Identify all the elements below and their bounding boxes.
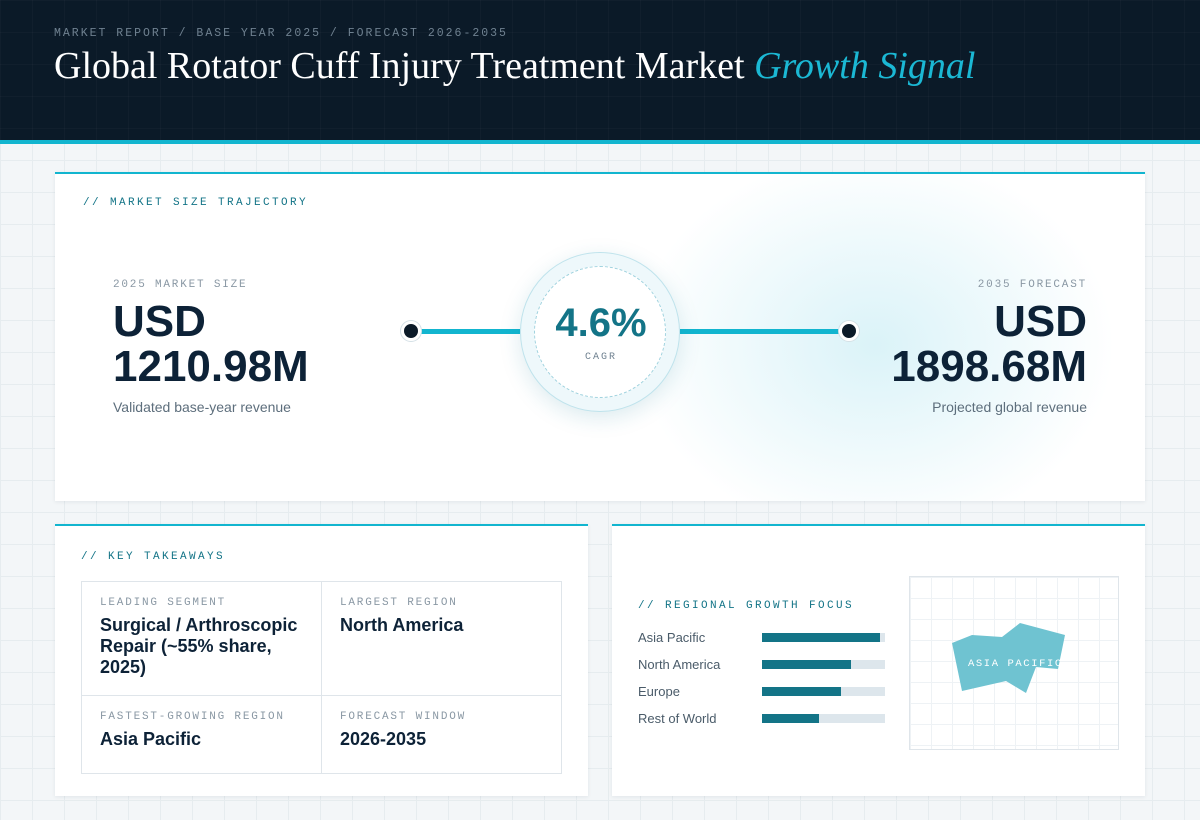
region-map: ASIA PACIFIC <box>909 576 1119 750</box>
takeaway-fastest-region: FASTEST-GROWING REGION Asia Pacific <box>100 711 310 750</box>
region-bar-track <box>762 660 885 669</box>
takeaway-value: North America <box>340 615 464 635</box>
region-bar-track <box>762 633 885 642</box>
end-metric-description: Projected global revenue <box>932 399 1087 415</box>
region-bar-name: Asia Pacific <box>638 630 706 645</box>
grid-divider-vertical <box>321 582 322 773</box>
trajectory-line-right <box>680 329 840 334</box>
asia-pacific-map-shape <box>952 623 1065 693</box>
takeaway-label: FORECAST WINDOW <box>340 711 467 723</box>
takeaway-label: LEADING SEGMENT <box>100 597 227 609</box>
start-metric-value: USD 1210.98M <box>113 299 309 389</box>
region-bar-row: Europe <box>638 683 888 699</box>
region-bar-name: Rest of World <box>638 711 717 726</box>
grid-divider-horizontal <box>82 695 561 696</box>
regional-growth-card: // REGIONAL GROWTH FOCUS Asia Pacific No… <box>612 524 1145 796</box>
takeaway-label: FASTEST-GROWING REGION <box>100 711 285 723</box>
takeaway-value: 2026-2035 <box>340 729 427 749</box>
end-point-marker <box>839 321 859 341</box>
start-metric-description: Validated base-year revenue <box>113 399 291 415</box>
page-title: Global Rotator Cuff Injury Treatment Mar… <box>54 44 975 88</box>
region-bar-fill <box>762 633 881 642</box>
end-metric-label: 2035 FORECAST <box>977 279 1087 291</box>
region-bar-row: Asia Pacific <box>638 629 888 645</box>
takeaway-leading-segment: LEADING SEGMENT Surgical / Arthroscopic … <box>100 597 310 678</box>
cagr-badge-inner: 4.6% CAGR <box>534 266 666 398</box>
takeaways-grid: LEADING SEGMENT Surgical / Arthroscopic … <box>81 581 562 774</box>
map-region-label: ASIA PACIFIC <box>968 658 1063 670</box>
asia-pacific-region-shape <box>952 623 1065 693</box>
page-title-accent: Growth Signal <box>754 45 976 87</box>
key-takeaways-card: // KEY TAKEAWAYS LEADING SEGMENT Surgica… <box>55 524 588 796</box>
takeaway-forecast-window: FORECAST WINDOW 2026-2035 <box>340 711 550 750</box>
region-bar-row: Rest of World <box>638 710 888 726</box>
start-metric-amount: 1210.98M <box>113 342 309 391</box>
takeaway-largest-region: LARGEST REGION North America <box>340 597 550 636</box>
breadcrumb: MARKET REPORT / BASE YEAR 2025 / FORECAS… <box>54 27 508 40</box>
page-title-main: Global Rotator Cuff Injury Treatment Mar… <box>54 45 745 87</box>
cagr-badge: 4.6% CAGR <box>520 252 680 412</box>
cagr-label: CAGR <box>584 352 617 363</box>
page-header: MARKET REPORT / BASE YEAR 2025 / FORECAS… <box>0 0 1200 144</box>
cagr-value: 4.6% <box>555 301 647 345</box>
region-bar-name: Europe <box>638 684 680 699</box>
end-metric-value: USD 1898.68M <box>891 299 1087 389</box>
takeaway-value: Surgical / Arthroscopic Repair (~55% sha… <box>100 615 298 677</box>
region-bar-fill <box>762 660 851 669</box>
region-bar-track <box>762 714 885 723</box>
start-point-marker <box>401 321 421 341</box>
takeaway-label: LARGEST REGION <box>340 597 458 609</box>
trajectory-line-left <box>420 329 520 334</box>
region-bar-track <box>762 687 885 696</box>
background-glow <box>615 174 1135 501</box>
region-bar-row: North America <box>638 656 888 672</box>
regional-section-label: // REGIONAL GROWTH FOCUS <box>638 600 855 612</box>
takeaways-section-label: // KEY TAKEAWAYS <box>81 551 226 563</box>
takeaway-value: Asia Pacific <box>100 729 202 749</box>
start-metric-currency: USD <box>113 297 206 346</box>
region-bar-name: North America <box>638 657 721 672</box>
end-metric-currency: USD <box>994 297 1087 346</box>
end-metric-amount: 1898.68M <box>891 342 1087 391</box>
trajectory-section-label: // MARKET SIZE TRAJECTORY <box>83 197 309 209</box>
region-bar-fill <box>762 687 841 696</box>
market-size-trajectory-card: // MARKET SIZE TRAJECTORY 2025 MARKET SI… <box>55 172 1145 501</box>
start-metric-label: 2025 MARKET SIZE <box>113 279 248 291</box>
region-bar-fill <box>762 714 819 723</box>
